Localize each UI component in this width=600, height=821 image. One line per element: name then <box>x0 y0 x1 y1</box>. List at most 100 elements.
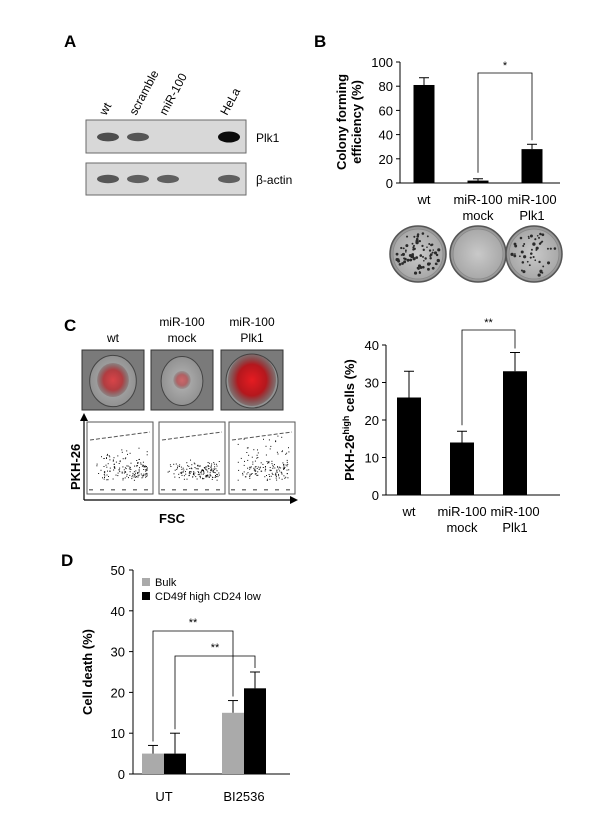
flow-event <box>249 475 251 477</box>
flow-event <box>169 464 171 466</box>
colony-dot <box>523 255 527 259</box>
flow-event <box>264 470 266 472</box>
colony-dot <box>526 260 529 263</box>
flow-event <box>276 469 278 471</box>
colony-dot <box>415 237 419 241</box>
flow-event <box>205 469 207 471</box>
legend-label: Bulk <box>155 577 177 589</box>
flow-event <box>249 466 251 468</box>
flow-event <box>206 466 208 468</box>
colony-dot <box>519 236 523 240</box>
flow-event <box>140 462 142 464</box>
flow-tick <box>133 489 137 491</box>
flow-tick <box>275 489 279 491</box>
colony-dot <box>522 270 526 274</box>
flow-event <box>189 468 191 469</box>
bar <box>142 753 164 774</box>
flow-event <box>197 471 199 472</box>
flow-event <box>134 474 136 476</box>
flow-event <box>277 466 279 468</box>
flow-event <box>192 476 193 478</box>
flow-event <box>129 471 131 473</box>
flow-event <box>256 474 258 476</box>
flow-event <box>112 478 114 480</box>
colony-dot <box>539 232 542 236</box>
flow-event <box>130 462 132 464</box>
flow-event <box>129 466 131 468</box>
flow-event <box>191 464 193 466</box>
flow-event <box>98 473 100 474</box>
flow-event <box>143 475 145 476</box>
colony-dot <box>405 251 407 253</box>
flow-event <box>188 465 190 467</box>
flow-event <box>269 475 270 477</box>
flow-event <box>181 474 183 476</box>
flow-event <box>249 473 251 475</box>
legend-label: CD49f high CD24 low <box>155 591 261 603</box>
flow-event <box>237 443 239 445</box>
category-label: Plk1 <box>519 208 544 223</box>
flow-event <box>106 457 107 459</box>
flow-event <box>265 454 267 456</box>
flow-event <box>125 468 127 470</box>
flow-event <box>121 472 123 474</box>
flow-event <box>124 458 126 460</box>
flow-event <box>271 472 273 474</box>
flow-event <box>179 472 181 474</box>
flow-event <box>250 467 252 469</box>
flow-event <box>264 466 266 468</box>
y-axis-label: PKH-26high cells (%) <box>341 359 357 481</box>
red-fluorescence <box>97 363 129 397</box>
y-tick-label: 40 <box>379 128 393 143</box>
significance-bracket <box>152 630 234 742</box>
flow-event <box>266 478 268 480</box>
colony-dot <box>520 269 523 272</box>
flow-event <box>137 475 139 477</box>
flow-event <box>142 464 144 466</box>
flow-event <box>278 468 280 470</box>
flow-event <box>288 451 290 453</box>
y-tick-label: 40 <box>365 338 379 353</box>
colony-dot <box>418 239 421 243</box>
flow-event <box>140 463 142 465</box>
flow-event <box>272 466 274 468</box>
flow-event <box>135 470 137 472</box>
flow-event <box>145 469 147 471</box>
flow-event <box>257 474 259 476</box>
legend-swatch <box>142 592 150 600</box>
flow-event <box>287 477 289 479</box>
flow-event <box>133 471 135 473</box>
flow-event <box>270 445 272 447</box>
flow-event <box>145 476 147 478</box>
colony-dot <box>437 248 441 252</box>
flow-event <box>106 466 108 468</box>
colony-dot <box>529 234 533 238</box>
flow-tick <box>172 489 176 491</box>
colony-dot <box>395 252 399 256</box>
colony-dot <box>528 264 531 267</box>
flow-event <box>115 474 117 476</box>
y-tick-label: 10 <box>365 451 379 466</box>
flow-event <box>278 473 279 475</box>
flow-plot-frame <box>86 421 154 495</box>
flow-event <box>123 472 125 474</box>
colony-dot <box>435 253 439 257</box>
flow-event <box>210 465 212 467</box>
flow-event <box>281 473 283 475</box>
flow-event <box>123 469 125 471</box>
flow-event <box>199 471 201 473</box>
flow-event <box>138 474 140 476</box>
flow-event <box>96 463 98 465</box>
flow-event <box>259 467 261 469</box>
flow-event <box>181 468 183 470</box>
flow-event <box>274 474 276 476</box>
category-label: miR-100 <box>437 504 486 519</box>
flow-event <box>200 471 202 473</box>
blot-label-beta-actin: β-actin <box>256 173 292 187</box>
flow-event <box>142 461 144 463</box>
flow-event <box>183 475 185 477</box>
flow-event <box>269 478 271 480</box>
flow-event <box>115 461 117 463</box>
colony-dot <box>402 247 405 250</box>
